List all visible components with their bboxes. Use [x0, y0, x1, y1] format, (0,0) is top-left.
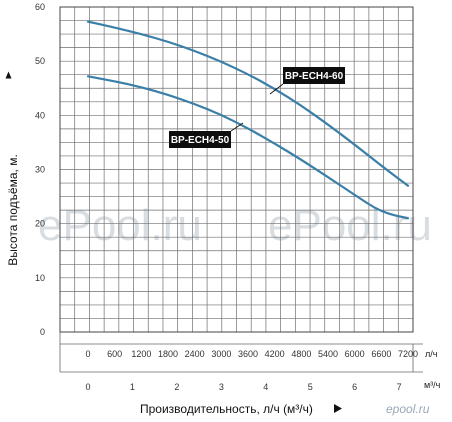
- x-lh-tick-label: 3000: [211, 349, 231, 359]
- y-axis-arrow-icon: [5, 71, 12, 79]
- x-m3h-unit: м³/ч: [424, 380, 441, 390]
- y-tick-label: 40: [35, 110, 45, 120]
- x-lh-tick-label: 6000: [345, 349, 365, 359]
- series-label-text: BP-ECH4-60: [285, 71, 344, 82]
- watermark-right: ePool.ru: [268, 201, 432, 250]
- y-axis-title: Высота подъёма, м.: [6, 154, 20, 266]
- series-label-callout: [230, 122, 244, 132]
- x-axis-arrow-icon: [334, 404, 342, 413]
- x-m3h-tick-label: 5: [308, 382, 313, 392]
- x-lh-tick-label: 4800: [291, 349, 311, 359]
- x-m3h-tick-label: 0: [85, 382, 90, 392]
- y-axis: 0 10 20 30 40 50 60: [35, 2, 45, 337]
- x-lh-tick-label: 1800: [158, 349, 178, 359]
- x-lh-tick-label: 6600: [371, 349, 391, 359]
- y-tick-label: 60: [35, 2, 45, 12]
- x-lh-tick-label: 4200: [265, 349, 285, 359]
- logo-text: epool.ru: [386, 402, 430, 416]
- x-lh-tick-label: 3600: [238, 349, 258, 359]
- x-lh-tick-label: 5400: [318, 349, 338, 359]
- x-lh-tick-label: 0: [85, 349, 90, 359]
- logo: epool.ru: [384, 401, 446, 417]
- x-lh-tick-label: 7200: [398, 349, 418, 359]
- x-m3h-tick-label: 2: [174, 382, 179, 392]
- plot-frame: [59, 6, 414, 333]
- x-m3h-tick-label: 4: [263, 382, 268, 392]
- x-axis-title: Производительность, л/ч (м³/ч): [140, 402, 313, 416]
- x-lh-unit: л/ч: [425, 349, 438, 359]
- series-label-text: BP-ECH4-50: [171, 135, 230, 146]
- y-tick-label: 0: [40, 327, 45, 337]
- y-tick-label: 10: [35, 273, 45, 283]
- series-label-box: [283, 67, 345, 84]
- watermark-left: ePool.ru: [38, 201, 202, 250]
- x-m3h-tick-label: 3: [219, 382, 224, 392]
- y-tick-label: 50: [35, 56, 45, 66]
- y-tick-label: 20: [35, 219, 45, 229]
- x-m3h-tick-label: 1: [130, 382, 135, 392]
- x-lh-tick-label: 1200: [131, 349, 151, 359]
- x-axis: 0 600 1200 1800 2400 3000 3600 4200 4800 5400 6000…: [59, 332, 441, 392]
- x-lh-tick-label: 2400: [185, 349, 205, 359]
- x-m3h-tick-label: 7: [397, 382, 402, 392]
- series-label-box: [169, 131, 231, 148]
- y-tick-label: 30: [35, 165, 45, 175]
- series-layer: BP-ECH4-60 BP-ECH4-50: [86, 20, 410, 220]
- watermark-layer: ePool.ru ePool.ru: [38, 201, 432, 250]
- grid: [59, 6, 414, 333]
- x-m3h-tick-label: 6: [352, 382, 357, 392]
- series-line-BP-ECH4-50: [86, 75, 410, 220]
- series-label-callout: [269, 83, 284, 95]
- series-line-BP-ECH4-60: [86, 20, 410, 187]
- x-lh-tick-label: 600: [107, 349, 122, 359]
